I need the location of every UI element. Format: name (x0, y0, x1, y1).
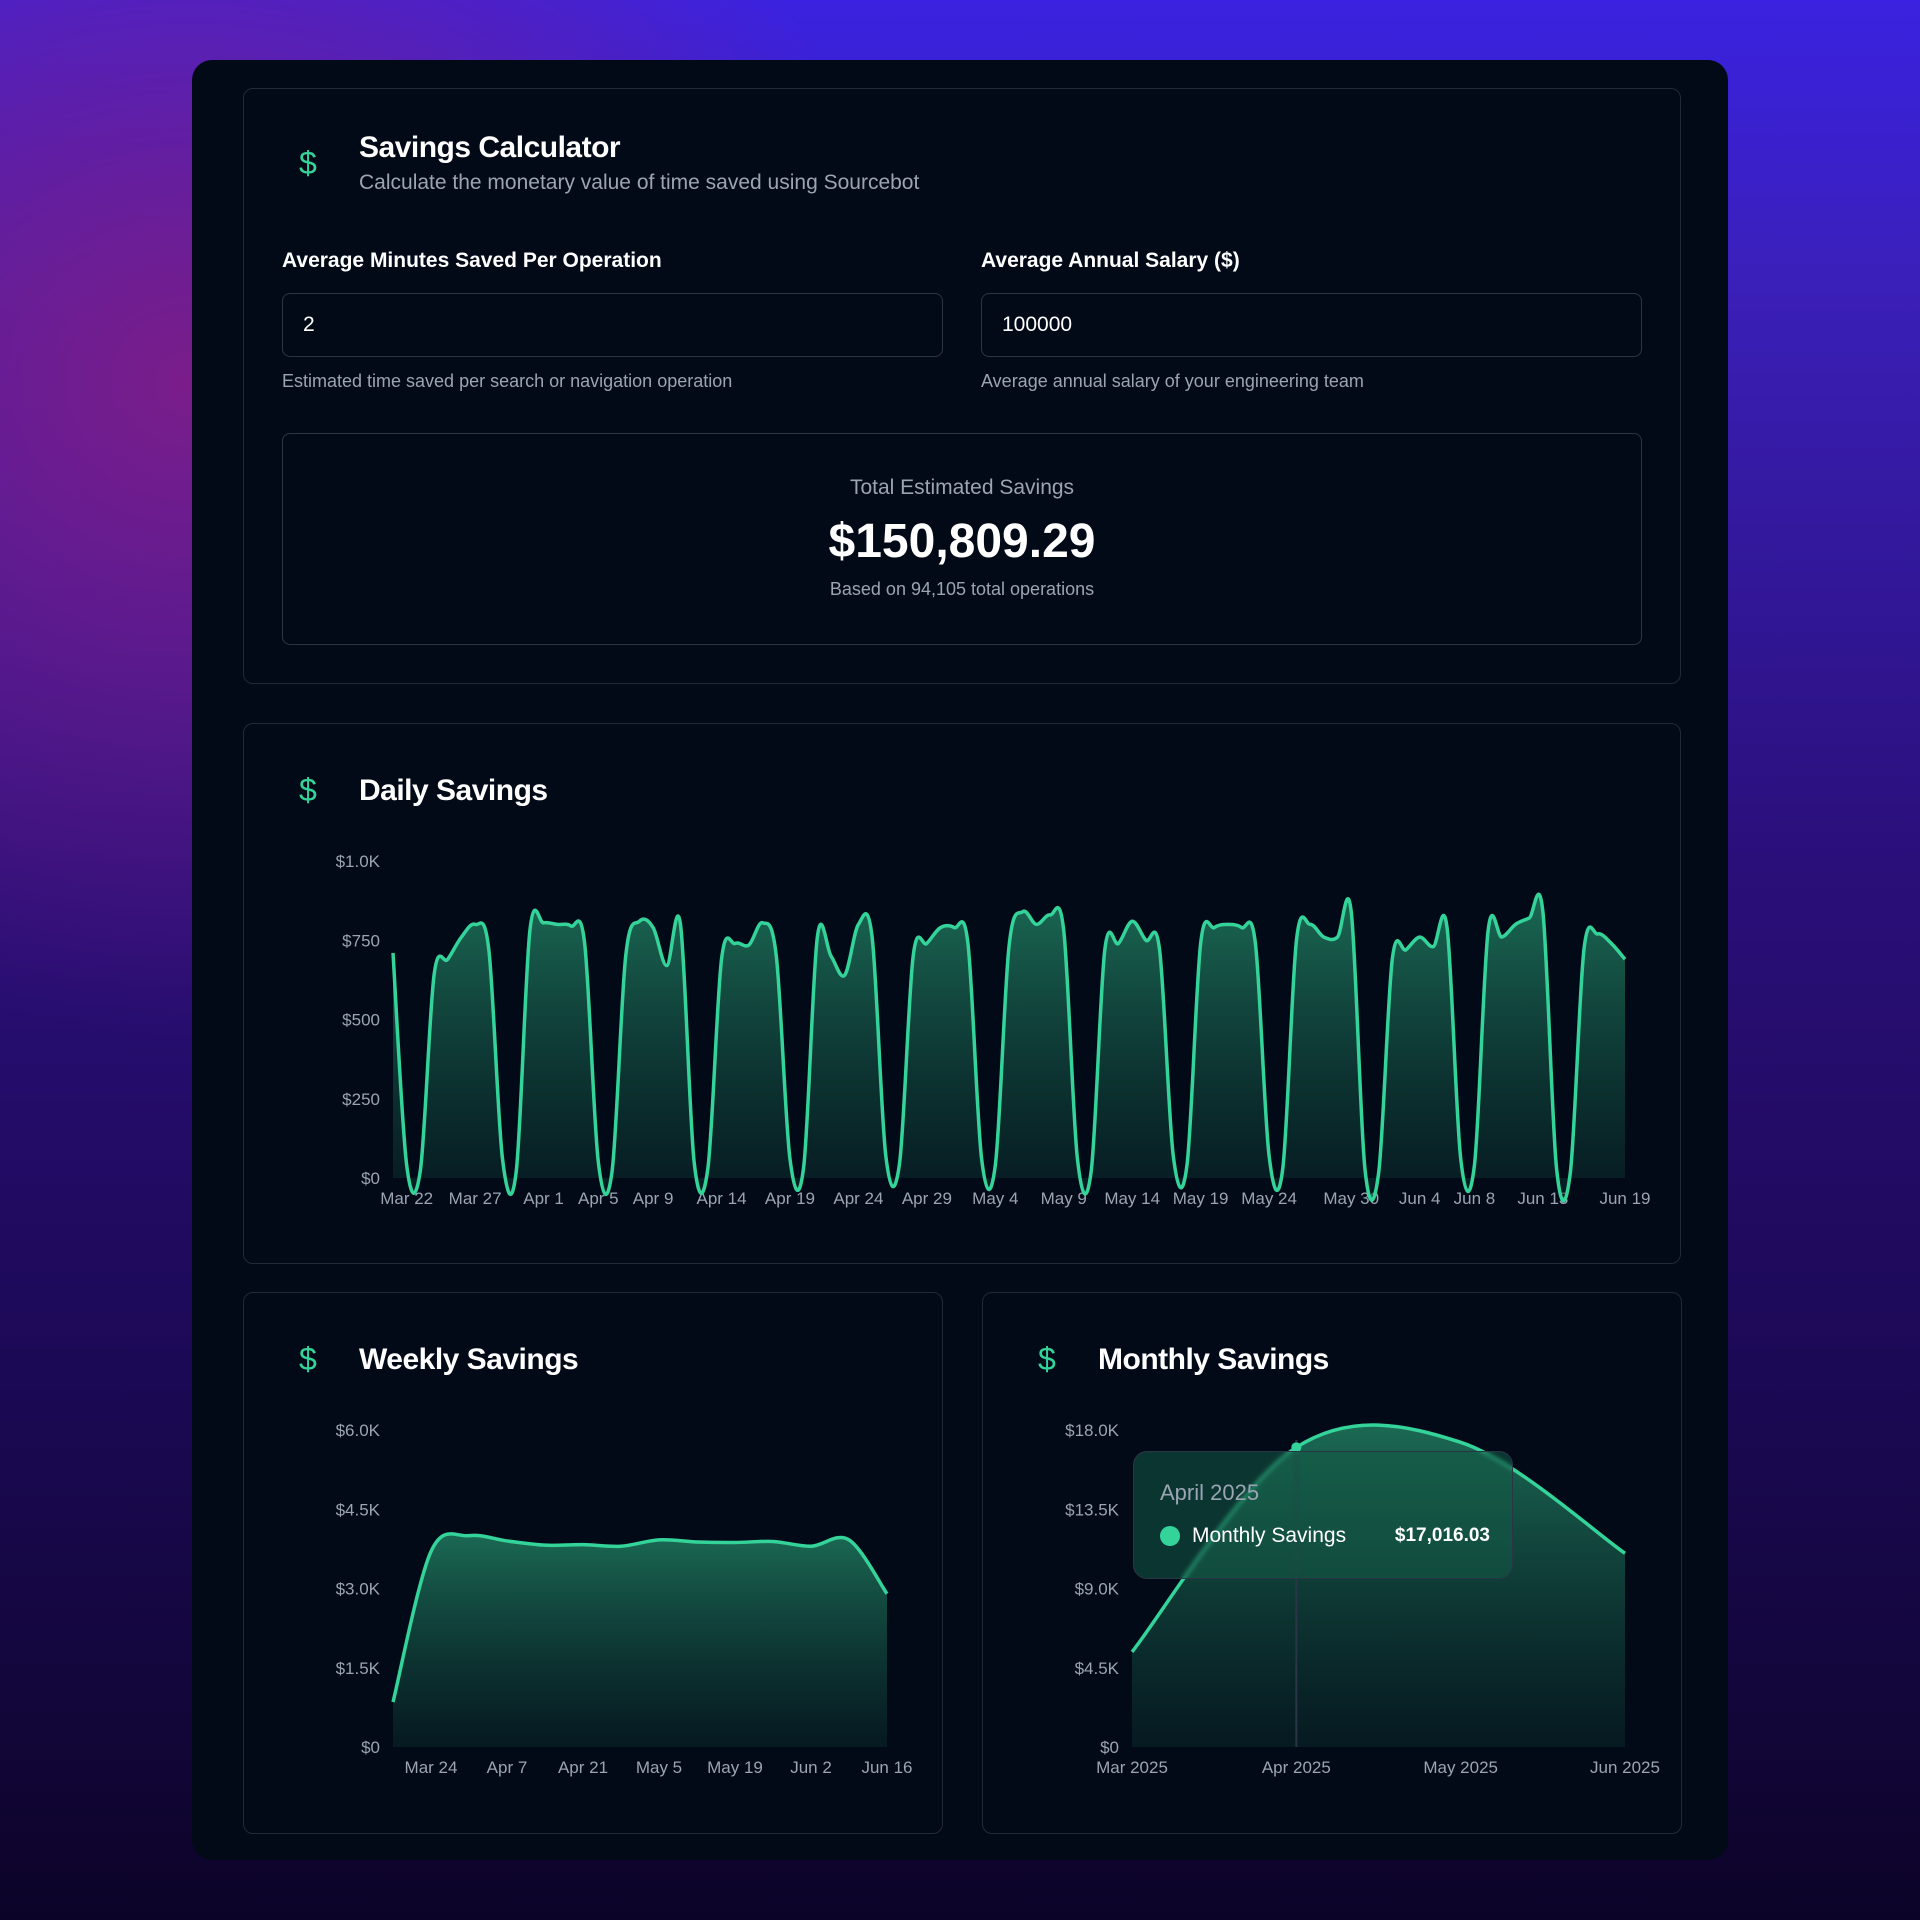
x-tick-label: May 19 (707, 1758, 763, 1777)
calculator-header: $ Savings Calculator Calculate the monet… (299, 131, 919, 195)
y-tick-label: $3.0K (336, 1580, 381, 1599)
area-fill (393, 1533, 887, 1747)
x-tick-label: May 24 (1241, 1189, 1297, 1208)
x-tick-label: May 4 (972, 1189, 1018, 1208)
x-tick-label: Jun 19 (1599, 1189, 1650, 1208)
card-title: Daily Savings (359, 773, 548, 807)
x-tick-label: Mar 27 (449, 1189, 502, 1208)
x-tick-label: Apr 24 (833, 1189, 883, 1208)
x-tick-label: May 19 (1173, 1189, 1229, 1208)
minutes-label: Average Minutes Saved Per Operation (282, 249, 662, 272)
x-tick-label: Jun 13 (1517, 1189, 1568, 1208)
dollar-icon: $ (299, 1341, 317, 1377)
x-tick-label: Jun 2025 (1590, 1758, 1660, 1777)
series-line (391, 892, 1627, 1203)
dollar-icon: $ (299, 772, 317, 808)
chart-0: $0 $250 $500 $750 $1.0K Mar 22 Mar 27 Apr 1 Apr … (336, 852, 1651, 1208)
minutes-hint: Estimated time saved per search or navig… (282, 371, 733, 391)
savings-calculator-card: $ Savings Calculator Calculate the monet… (243, 88, 1681, 684)
x-tick-label: Jun 4 (1399, 1189, 1441, 1208)
y-tick-label: $0 (1100, 1738, 1119, 1757)
x-tick-label: May 14 (1104, 1189, 1160, 1208)
x-tick-label: Apr 5 (578, 1189, 619, 1208)
series-line (391, 1532, 889, 1703)
y-tick-label: $1.5K (336, 1659, 381, 1678)
total-label: Total Estimated Savings (849, 476, 1075, 499)
card-title: Weekly Savings (359, 1342, 579, 1376)
y-tick-label: $0 (361, 1169, 380, 1188)
x-tick-label: Apr 7 (487, 1758, 528, 1777)
x-tick-label: Apr 1 (523, 1189, 564, 1208)
card-subtitle: Calculate the monetary value of time sav… (359, 171, 920, 194)
x-tick-label: May 9 (1041, 1189, 1087, 1208)
salary-label: Average Annual Salary ($) (981, 249, 1240, 272)
x-tick-label: Apr 9 (633, 1189, 674, 1208)
chart-1: $0 $1.5K $3.0K $4.5K $6.0K Mar 24 Apr 7 Apr 21 M… (336, 1421, 913, 1777)
tooltip-title: April 2025 (1160, 1480, 1260, 1505)
data-point[interactable] (1291, 1442, 1302, 1453)
total-value: $150,809.29 (828, 515, 1096, 568)
x-tick-label: May 5 (636, 1758, 682, 1777)
x-tick-label: Jun 8 (1454, 1189, 1496, 1208)
minutes-input[interactable] (282, 293, 943, 357)
x-tick-label: May 2025 (1423, 1758, 1498, 1777)
y-tick-label: $4.5K (336, 1500, 381, 1519)
x-tick-label: Apr 2025 (1262, 1758, 1331, 1777)
y-tick-label: $750 (342, 931, 380, 950)
card-title: Monthly Savings (1098, 1342, 1329, 1376)
y-tick-label: $250 (342, 1090, 380, 1109)
total-savings-box: Total Estimated Savings $150,809.29 Base… (282, 433, 1642, 645)
y-tick-label: $4.5K (1075, 1659, 1120, 1678)
y-tick-label: $6.0K (336, 1421, 381, 1440)
x-tick-label: Apr 21 (558, 1758, 608, 1777)
area-fill (393, 894, 1625, 1201)
tooltip-value: $17,016.03 (1394, 1525, 1490, 1546)
y-tick-label: $500 (342, 1011, 380, 1030)
dollar-icon: $ (299, 144, 317, 181)
y-tick-label: $13.5K (1065, 1500, 1120, 1519)
dollar-icon: $ (1038, 1341, 1056, 1377)
card-title: Savings Calculator (359, 131, 621, 164)
x-tick-label: Apr 14 (696, 1189, 746, 1208)
y-tick-label: $1.0K (336, 852, 381, 871)
total-note: Based on 94,105 total operations (829, 579, 1095, 599)
chart-tooltip: April 2025 Monthly Savings $17,016.03 (1133, 1451, 1513, 1579)
x-tick-label: May 30 (1323, 1189, 1379, 1208)
y-tick-label: $0 (361, 1738, 380, 1757)
x-tick-label: Apr 19 (765, 1189, 815, 1208)
x-tick-label: Jun 16 (861, 1758, 912, 1777)
y-tick-label: $18.0K (1065, 1421, 1120, 1440)
salary-input[interactable] (981, 293, 1642, 357)
x-tick-label: Apr 29 (902, 1189, 952, 1208)
y-tick-label: $9.0K (1075, 1580, 1120, 1599)
tooltip-series: Monthly Savings (1192, 1524, 1347, 1547)
x-tick-label: Mar 2025 (1096, 1758, 1168, 1777)
x-tick-label: Mar 24 (405, 1758, 458, 1777)
x-tick-label: Mar 22 (380, 1189, 433, 1208)
salary-hint: Average annual salary of your engineerin… (981, 371, 1364, 391)
series-dot-icon (1160, 1526, 1180, 1546)
x-tick-label: Jun 2 (790, 1758, 832, 1777)
